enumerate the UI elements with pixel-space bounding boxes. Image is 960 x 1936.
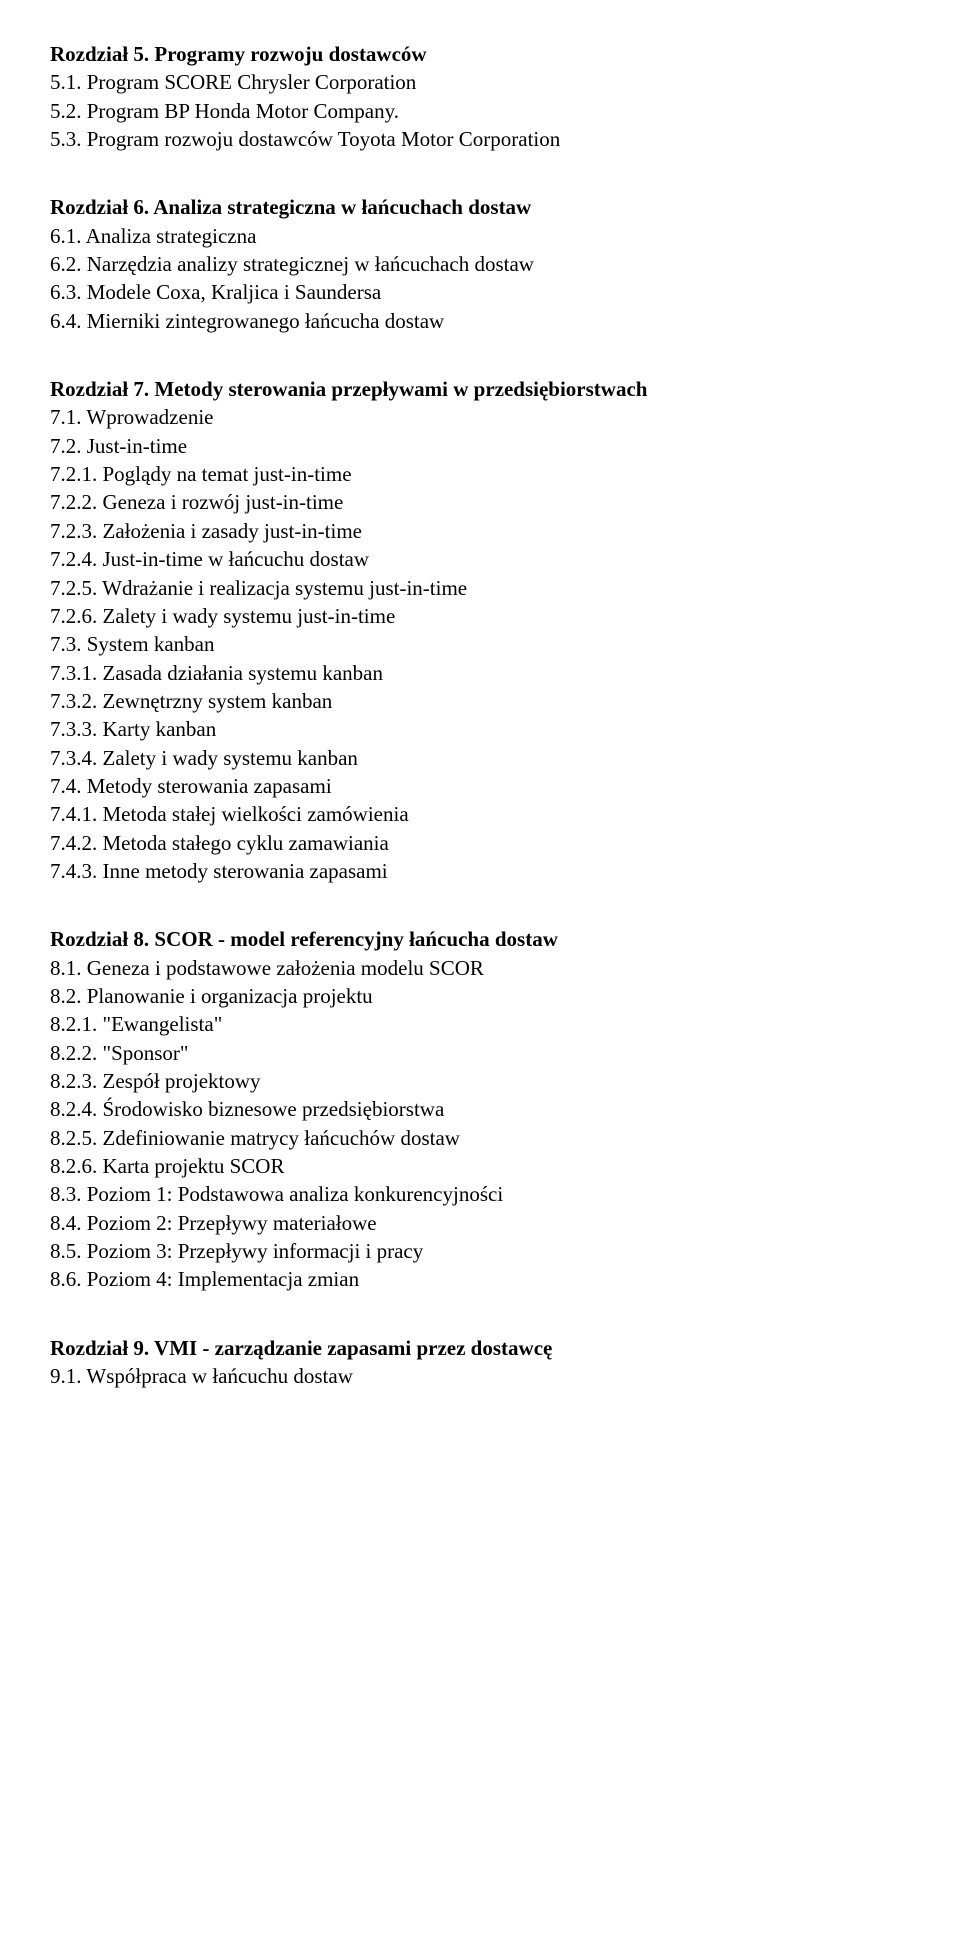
- chapter-heading: Rozdział 8. SCOR - model referencyjny ła…: [50, 925, 910, 953]
- chapter-7: Rozdział 7. Metody sterowania przepływam…: [50, 375, 910, 885]
- toc-entry: 6.2. Narzędzia analizy strategicznej w ł…: [50, 250, 910, 278]
- toc-entry: 5.1. Program SCORE Chrysler Corporation: [50, 68, 910, 96]
- document-body: Rozdział 5. Programy rozwoju dostawców5.…: [50, 40, 910, 1390]
- toc-entry: 5.2. Program BP Honda Motor Company.: [50, 97, 910, 125]
- toc-entry: 8.2.5. Zdefiniowanie matrycy łańcuchów d…: [50, 1124, 910, 1152]
- toc-entry: 8.2.6. Karta projektu SCOR: [50, 1152, 910, 1180]
- chapter-heading: Rozdział 7. Metody sterowania przepływam…: [50, 375, 910, 403]
- toc-entry: 7.3.1. Zasada działania systemu kanban: [50, 659, 910, 687]
- toc-entry: 8.2. Planowanie i organizacja projektu: [50, 982, 910, 1010]
- toc-entry: 6.3. Modele Coxa, Kraljica i Saundersa: [50, 278, 910, 306]
- toc-entry: 8.5. Poziom 3: Przepływy informacji i pr…: [50, 1237, 910, 1265]
- toc-entry: 7.2.2. Geneza i rozwój just-in-time: [50, 488, 910, 516]
- toc-entry: 7.2. Just-in-time: [50, 432, 910, 460]
- toc-entry: 7.3.3. Karty kanban: [50, 715, 910, 743]
- toc-entry: 8.6. Poziom 4: Implementacja zmian: [50, 1265, 910, 1293]
- toc-entry: 6.1. Analiza strategiczna: [50, 222, 910, 250]
- toc-entry: 7.4. Metody sterowania zapasami: [50, 772, 910, 800]
- chapter-heading: Rozdział 5. Programy rozwoju dostawców: [50, 40, 910, 68]
- toc-entry: 5.3. Program rozwoju dostawców Toyota Mo…: [50, 125, 910, 153]
- chapter-heading: Rozdział 6. Analiza strategiczna w łańcu…: [50, 193, 910, 221]
- chapter-heading: Rozdział 9. VMI - zarządzanie zapasami p…: [50, 1334, 910, 1362]
- chapter-6: Rozdział 6. Analiza strategiczna w łańcu…: [50, 193, 910, 335]
- toc-entry: 8.3. Poziom 1: Podstawowa analiza konkur…: [50, 1180, 910, 1208]
- toc-entry: 7.4.1. Metoda stałej wielkości zamówieni…: [50, 800, 910, 828]
- toc-entry: 7.4.2. Metoda stałego cyklu zamawiania: [50, 829, 910, 857]
- toc-entry: 7.3. System kanban: [50, 630, 910, 658]
- toc-entry: 7.2.6. Zalety i wady systemu just-in-tim…: [50, 602, 910, 630]
- chapter-8: Rozdział 8. SCOR - model referencyjny ła…: [50, 925, 910, 1293]
- toc-entry: 8.2.1. "Ewangelista": [50, 1010, 910, 1038]
- toc-entry: 7.2.5. Wdrażanie i realizacja systemu ju…: [50, 574, 910, 602]
- toc-entry: 8.1. Geneza i podstawowe założenia model…: [50, 954, 910, 982]
- toc-entry: 8.4. Poziom 2: Przepływy materiałowe: [50, 1209, 910, 1237]
- toc-entry: 7.2.4. Just-in-time w łańcuchu dostaw: [50, 545, 910, 573]
- chapter-9: Rozdział 9. VMI - zarządzanie zapasami p…: [50, 1334, 910, 1391]
- toc-entry: 7.2.1. Poglądy na temat just-in-time: [50, 460, 910, 488]
- toc-entry: 7.3.2. Zewnętrzny system kanban: [50, 687, 910, 715]
- toc-entry: 8.2.3. Zespół projektowy: [50, 1067, 910, 1095]
- chapter-5: Rozdział 5. Programy rozwoju dostawców5.…: [50, 40, 910, 153]
- toc-entry: 7.2.3. Założenia i zasady just-in-time: [50, 517, 910, 545]
- toc-entry: 7.1. Wprowadzenie: [50, 403, 910, 431]
- toc-entry: 8.2.4. Środowisko biznesowe przedsiębior…: [50, 1095, 910, 1123]
- toc-entry: 8.2.2. "Sponsor": [50, 1039, 910, 1067]
- toc-entry: 6.4. Mierniki zintegrowanego łańcucha do…: [50, 307, 910, 335]
- toc-entry: 7.4.3. Inne metody sterowania zapasami: [50, 857, 910, 885]
- toc-entry: 9.1. Współpraca w łańcuchu dostaw: [50, 1362, 910, 1390]
- toc-entry: 7.3.4. Zalety i wady systemu kanban: [50, 744, 910, 772]
